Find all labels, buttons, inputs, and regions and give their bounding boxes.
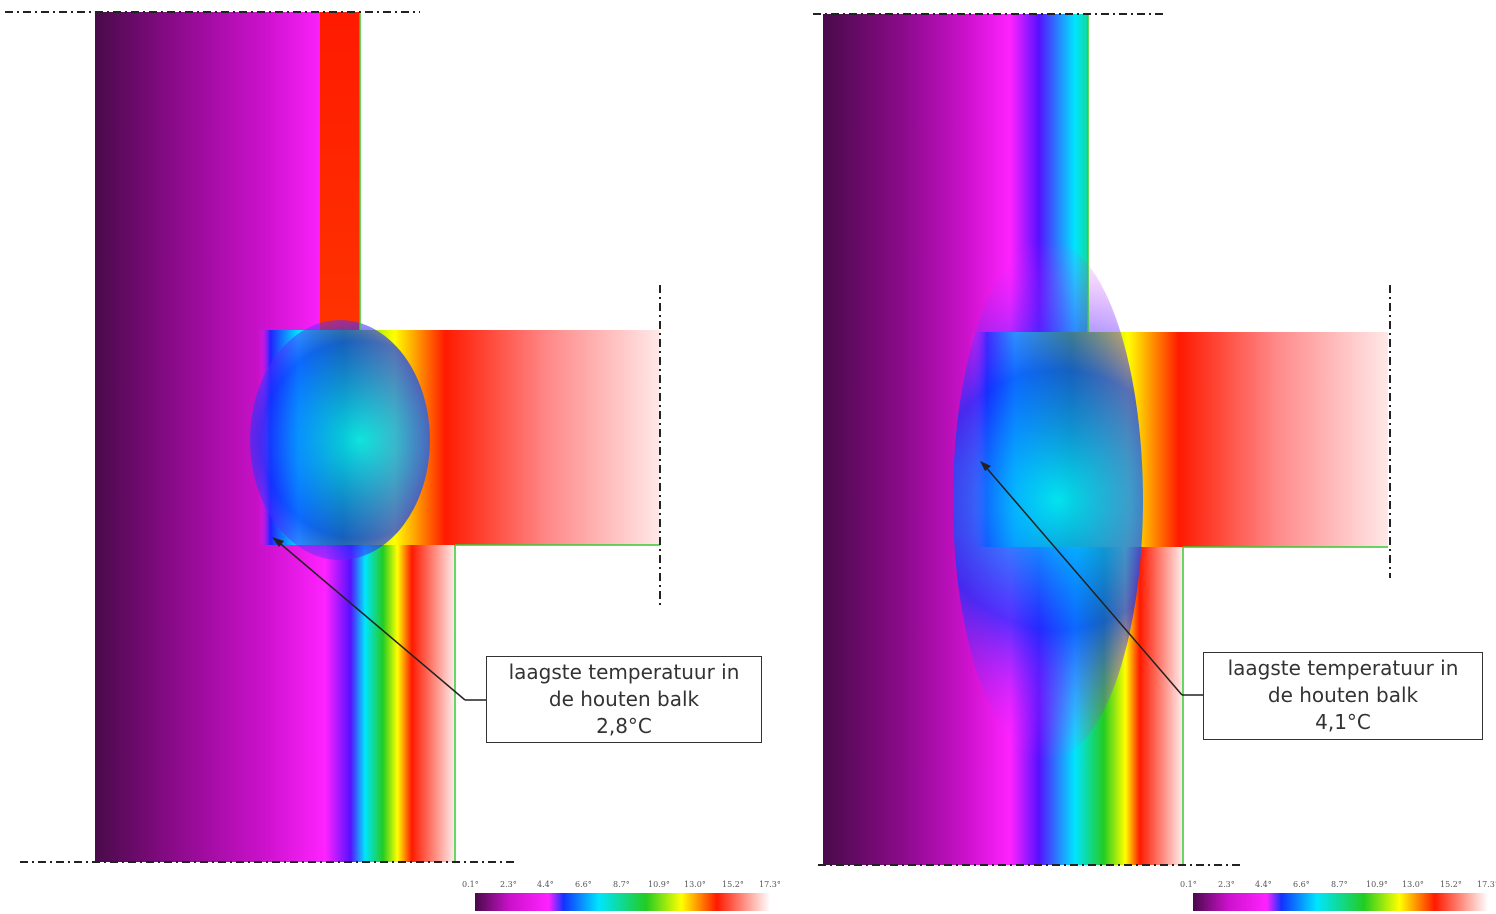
callout-arrowhead (272, 537, 284, 547)
upper-inner-leaf (320, 12, 360, 330)
callout-leader (983, 464, 1183, 696)
right-panel: laagste temperatuur in de houten balk 4,… (728, 0, 1496, 914)
callout-line: 2,8°C (596, 714, 652, 738)
scale-tick: 0.1° (1180, 880, 1197, 889)
cold-bridge-zone (250, 320, 430, 560)
upper-room (360, 12, 660, 330)
scale-tick: 17.3° (1477, 880, 1496, 889)
scale-tick: 10.9° (1366, 880, 1388, 889)
callout-arrowhead (980, 461, 991, 471)
scale-tick: 4.4° (1255, 880, 1272, 889)
scale-tick: 13.0° (684, 880, 706, 889)
callout-leader (275, 539, 466, 701)
scale-tick: 6.6° (1293, 880, 1310, 889)
scale-tick: 2.3° (1218, 880, 1235, 889)
color-scale-labels-left: 0.1° 2.3° 4.4° 6.6° 8.7° 10.9° 13.0° 15.… (462, 880, 782, 892)
temperature-callout-left: laagste temperatuur in de houten balk 2,… (486, 656, 762, 743)
callout-line: de houten balk (1267, 683, 1419, 707)
cold-bridge-zone (953, 240, 1143, 760)
temperature-callout-right: laagste temperatuur in de houten balk 4,… (1203, 652, 1483, 740)
scale-tick: 13.0° (1402, 880, 1424, 889)
scale-tick: 17.3° (759, 880, 781, 889)
callout-line: laagste temperatuur in (508, 660, 740, 684)
left-panel: laagste temperatuur in de houten balk 2,… (5, 11, 781, 911)
scale-tick: 4.4° (537, 880, 554, 889)
scale-tick: 15.2° (722, 880, 744, 889)
color-scale-bar (1193, 893, 1488, 911)
scale-tick: 15.2° (1440, 880, 1462, 889)
color-scale-bar (475, 893, 770, 911)
callout-line: 4,1°C (1315, 710, 1371, 734)
thermal-diagram-right (813, 13, 1488, 911)
callout-line: de houten balk (548, 687, 700, 711)
scale-tick: 0.1° (462, 880, 479, 889)
scale-tick: 2.3° (500, 880, 517, 889)
scale-tick: 10.9° (648, 880, 670, 889)
color-scale-labels-right: 0.1° 2.3° 4.4° 6.6° 8.7° 10.9° 13.0° 15.… (1180, 880, 1496, 892)
thermal-diagram-left (5, 11, 770, 911)
callout-line: laagste temperatuur in (1227, 656, 1459, 680)
scale-tick: 8.7° (613, 880, 630, 889)
upper-room (1088, 14, 1388, 332)
scale-tick: 6.6° (575, 880, 592, 889)
scale-tick: 8.7° (1331, 880, 1348, 889)
